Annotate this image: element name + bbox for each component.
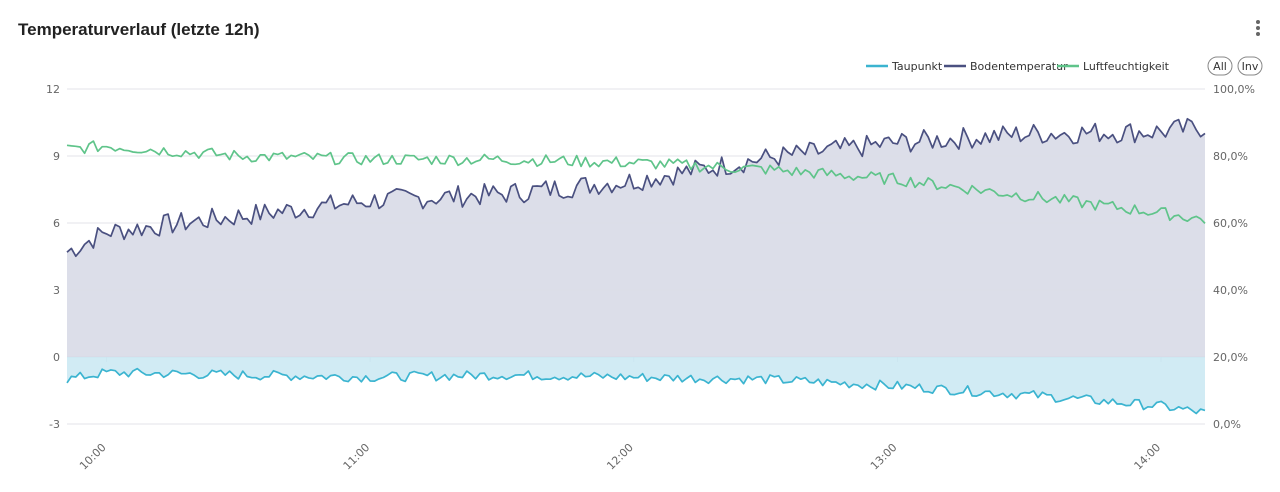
series-line-taupunkt [66,367,1206,415]
y-right-tick-label: 100,0% [1213,83,1255,96]
legend-inv-button-label: Inv [1242,60,1259,73]
x-tick-label: 13:00 [868,441,900,473]
y-left-tick-label: 0 [53,351,60,364]
y-left-tick-label: -3 [49,418,60,431]
x-tick-label: 11:00 [341,441,373,473]
chart-title: Temperaturverlauf (letzte 12h) [18,20,260,39]
y-right-tick-label: 0,0% [1213,418,1241,431]
y-right-tick-label: 40,0% [1213,284,1248,297]
legend-all-button[interactable]: All [1207,56,1233,76]
series-area-bodentemperatur [67,118,1205,357]
y-right-tick-label: 60,0% [1213,217,1248,230]
y-right-tick-label: 80,0% [1213,150,1248,163]
legend-item-label: Luftfeuchtigkeit [1083,60,1170,73]
legend-all-button-label: All [1213,60,1227,73]
y-left-tick-label: 12 [46,83,60,96]
legend-item-label: Taupunkt [891,60,943,73]
x-tick-label: 14:00 [1132,441,1164,473]
more-vertical-icon[interactable] [1252,18,1264,40]
y-left-tick-label: 3 [53,284,60,297]
series-area-taupunkt [67,357,1205,414]
y-right-tick-label: 20,0% [1213,351,1248,364]
x-tick-label: 12:00 [604,441,636,473]
y-left-tick-label: 6 [53,217,60,230]
x-tick-label: 10:00 [77,441,109,473]
series-line-bodentemperatur [66,117,1206,258]
series-line-luftfeuchtigkeit [66,140,1206,224]
legend-item-label: Bodentemperatur [970,60,1068,73]
y-left-tick-label: 9 [53,150,60,163]
legend-inv-button[interactable]: Inv [1237,56,1263,76]
